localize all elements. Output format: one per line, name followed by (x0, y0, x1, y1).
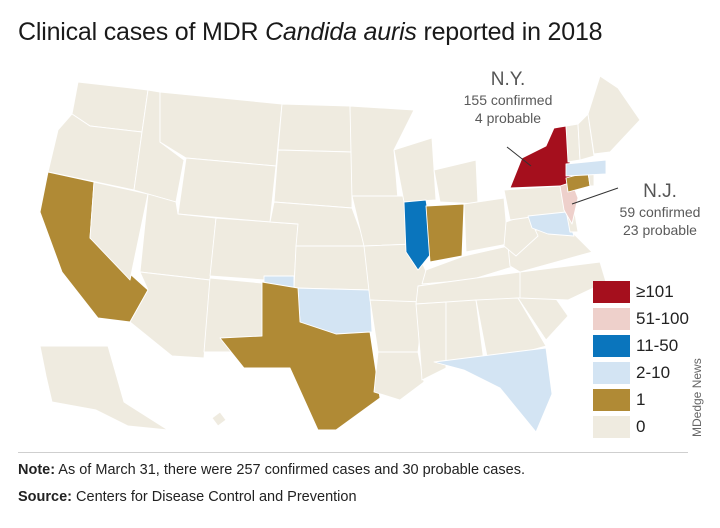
note-text: As of March 31, there were 257 confirmed… (55, 462, 525, 478)
credit-label: MDedge News (690, 358, 704, 437)
title-organism: Candida auris (265, 18, 417, 46)
state-tx (219, 281, 381, 431)
state-oh (463, 197, 509, 253)
ny-callout-abbr: N.Y. (490, 69, 526, 90)
source-line: Source: Centers for Disease Control and … (18, 489, 357, 505)
state-ga (475, 297, 547, 363)
map-title: Clinical cases of MDR Candida auris repo… (18, 18, 603, 47)
state-la (373, 351, 425, 401)
state-fl (433, 347, 553, 433)
state-co (209, 217, 299, 283)
source-label: Source: (18, 489, 72, 505)
nj-callout-probable: 23 probable (623, 222, 697, 238)
ny-callout-probable: 4 probable (474, 110, 542, 126)
state-ny (509, 125, 573, 189)
note-label: Note: (18, 462, 56, 478)
state-md (527, 211, 575, 237)
state-ak (39, 345, 169, 431)
footnote: Note: As of March 31, there were 257 con… (18, 462, 525, 478)
state-wy (177, 157, 277, 223)
ny-callout-confirmed: 155 confirmed (463, 92, 553, 108)
map-legend: ≥101 51-100 11-50 2-10 1 0 (593, 281, 689, 443)
legend-item: 2-10 (593, 362, 689, 384)
ny-callout: N.Y. 155 confirmed 4 probable (458, 69, 558, 127)
state-ks (293, 245, 371, 291)
legend-swatch-51-100 (593, 308, 630, 330)
legend-item: 0 (593, 416, 689, 438)
legend-item: 11-50 (593, 335, 689, 357)
state-mi (433, 159, 479, 205)
legend-swatch-ge101 (593, 281, 630, 303)
state-me (587, 75, 641, 155)
footer-divider (18, 452, 688, 453)
legend-swatch-2-10 (593, 362, 630, 384)
state-hi (211, 411, 227, 427)
nj-callout-confirmed: 59 confirmed (619, 204, 701, 220)
legend-label: ≥101 (636, 282, 674, 301)
state-ms (415, 301, 447, 381)
nj-callout: N.J. 59 confirmed 23 probable (610, 181, 710, 239)
nj-leader-line (571, 187, 619, 205)
title-prefix: Clinical cases of MDR (18, 18, 266, 46)
state-mn (349, 105, 415, 201)
state-wi (393, 137, 437, 203)
legend-swatch-1 (593, 389, 630, 411)
legend-swatch-11-50 (593, 335, 630, 357)
legend-item: 51-100 (593, 308, 689, 330)
state-mt (159, 91, 283, 167)
legend-label: 51-100 (636, 309, 689, 328)
state-nc (519, 261, 607, 301)
legend-swatch-0 (593, 416, 630, 438)
state-in (425, 203, 465, 263)
source-text: Centers for Disease Control and Preventi… (72, 489, 357, 505)
legend-item: ≥101 (593, 281, 689, 303)
state-sd (273, 149, 353, 209)
state-ma (565, 159, 607, 177)
legend-label: 2-10 (636, 363, 671, 382)
legend-label: 1 (636, 390, 646, 409)
nj-callout-abbr: N.J. (643, 181, 677, 202)
state-nh (577, 113, 595, 161)
state-nd (277, 103, 353, 153)
state-nv (89, 181, 149, 281)
legend-item: 1 (593, 389, 689, 411)
legend-label: 0 (636, 417, 646, 436)
ny-leader-line (506, 146, 532, 167)
legend-label: 11-50 (636, 336, 679, 355)
title-suffix: reported in 2018 (416, 18, 603, 46)
